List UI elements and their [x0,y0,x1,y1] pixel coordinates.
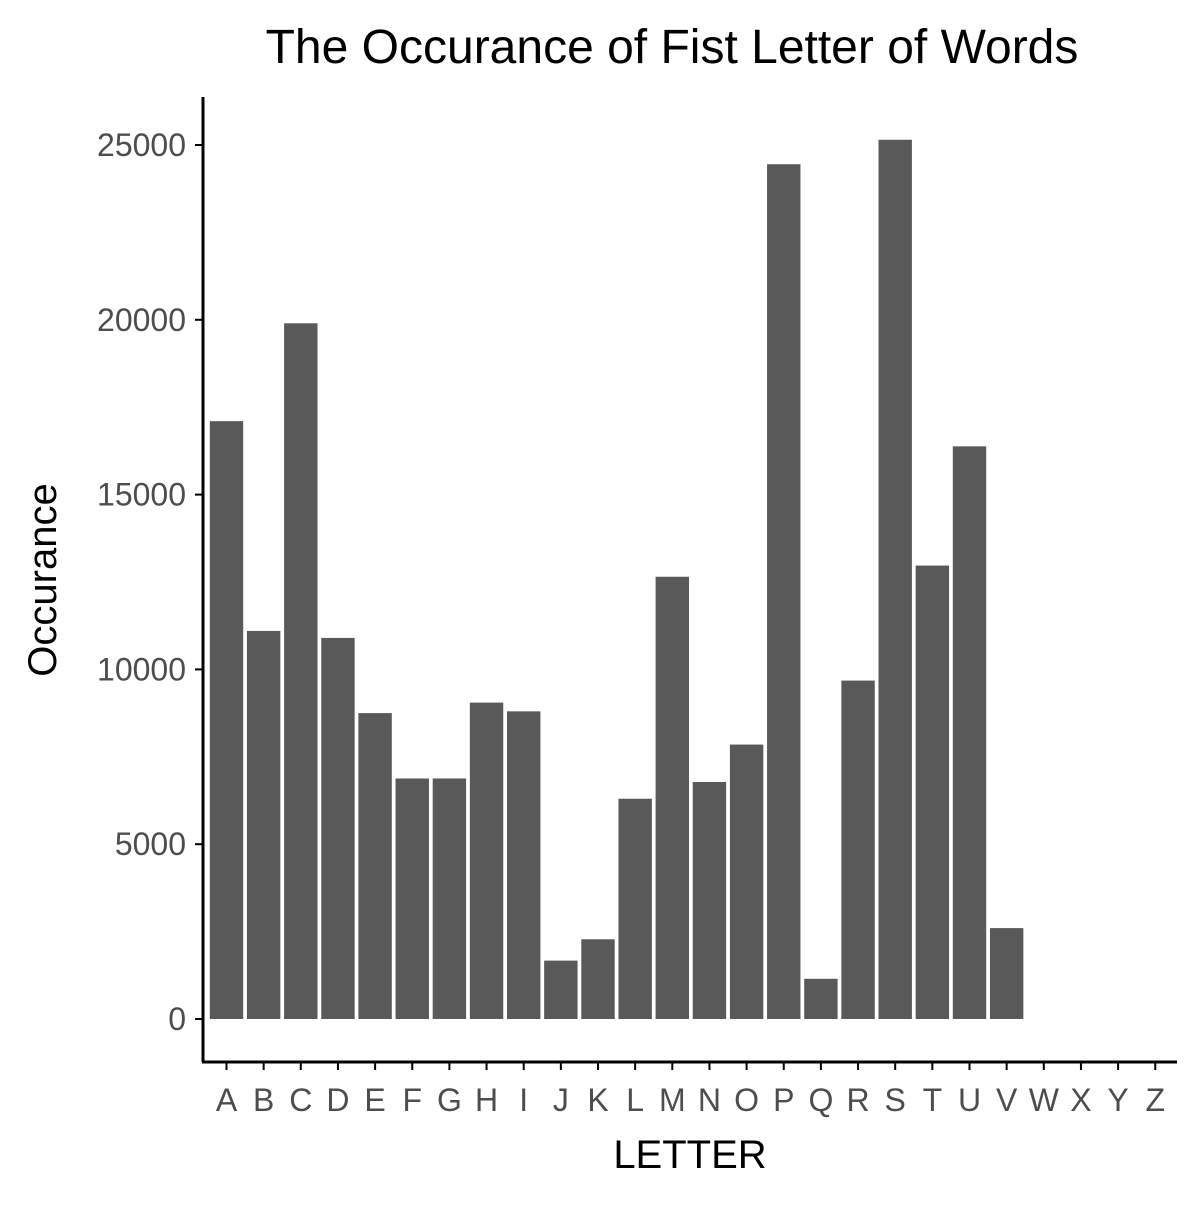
bar-a [209,421,244,1019]
y-axis-title: Occurance [21,483,65,676]
bar-k [581,939,615,1019]
bar-e [358,713,392,1019]
x-tick-label-e: E [364,1082,385,1118]
x-tick-label-r: R [846,1082,869,1118]
y-tick-label: 10000 [97,651,186,687]
x-tick-label-d: D [326,1082,349,1118]
x-tick-label-k: K [587,1082,608,1118]
x-tick-label-o: O [734,1082,759,1118]
bar-n [692,781,727,1019]
bar-q [804,978,838,1019]
y-tick-label: 20000 [97,302,186,338]
x-tick-label-h: H [475,1082,498,1118]
x-tick-label-m: M [659,1082,686,1118]
bar-t [915,565,950,1019]
bar-v [989,928,1024,1019]
x-tick-label-q: Q [808,1082,833,1118]
x-tick-label-b: B [253,1082,274,1118]
x-tick-label-p: P [773,1082,794,1118]
x-tick-label-v: V [996,1082,1018,1118]
ticks-layer: 0 5000 10000 15000 20000 25000 A B C D E F G H I J K L M N O… [97,127,1165,1118]
bar-h [469,702,504,1019]
x-tick-label-x: X [1070,1082,1091,1118]
x-tick-label-g: G [437,1082,462,1118]
bar-m [655,576,689,1019]
bar-l [618,798,652,1019]
chart-title: The Occurance of Fist Letter of Words [266,21,1079,74]
y-tick-label: 0 [168,1001,186,1037]
y-tick-label: 15000 [97,477,186,513]
x-tick-label-y: Y [1107,1082,1128,1118]
x-tick-label-s: S [885,1082,906,1118]
bar-j [544,960,578,1019]
bar-f [395,778,429,1019]
x-tick-label-w: W [1029,1082,1060,1118]
x-tick-label-n: N [698,1082,721,1118]
bars-layer [209,139,1024,1020]
x-tick-label-f: F [402,1082,422,1118]
bar-p [767,164,801,1020]
bar-u [952,446,987,1019]
x-tick-label-c: C [289,1082,312,1118]
x-tick-label-z: Z [1145,1082,1165,1118]
x-tick-label-a: A [216,1082,238,1118]
bar-c [284,323,318,1019]
x-tick-label-l: L [626,1082,644,1118]
x-tick-label-j: J [553,1082,569,1118]
x-axis-title: LETTER [613,1133,766,1177]
y-tick-label: 5000 [115,826,186,862]
bar-s [878,139,912,1019]
bar-d [321,637,355,1019]
bar-r [841,680,875,1019]
y-tick-label: 25000 [97,127,186,163]
bar-g [432,778,467,1019]
bar-i [507,711,541,1019]
bar-b [246,630,281,1019]
bar-o [729,744,764,1019]
x-tick-label-t: T [923,1082,943,1118]
x-tick-label-u: U [958,1082,981,1118]
x-tick-label-i: I [519,1082,528,1118]
